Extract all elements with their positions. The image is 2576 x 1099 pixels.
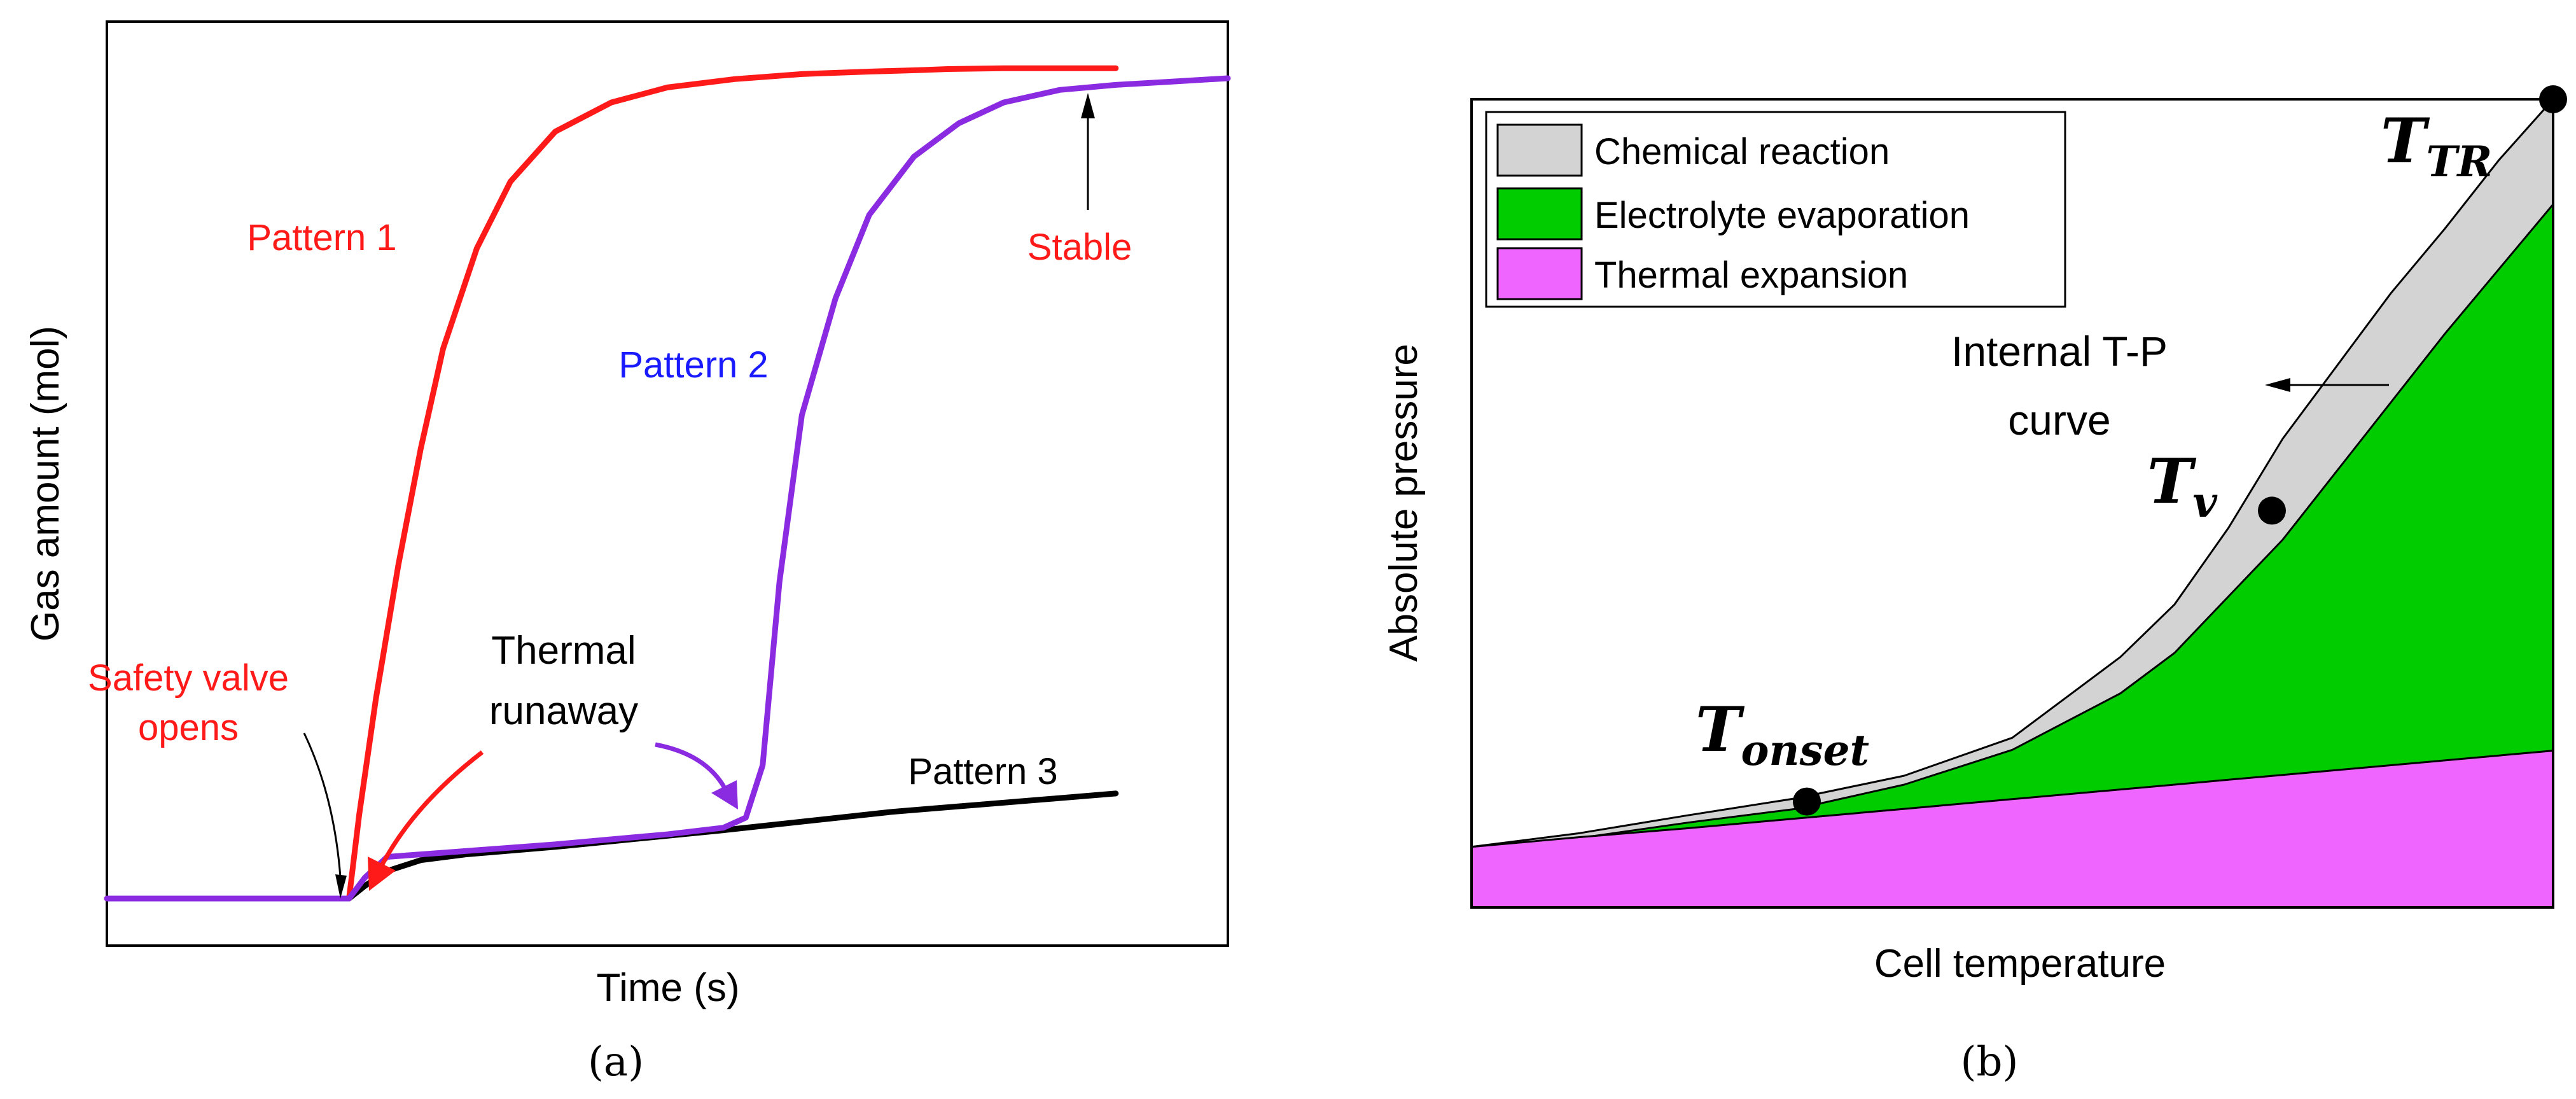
legend-label-thermal: Thermal expansion — [1594, 255, 1908, 296]
panel-a: Pattern 1 Pattern 2 Pattern 3 Stable Saf… — [24, 20, 1231, 1086]
legend: Chemical reaction Electrolyte evaporatio… — [1485, 111, 2066, 308]
pattern-2-label: Pattern 2 — [618, 344, 768, 386]
point-t-tr — [2539, 85, 2567, 113]
panel-a-frame — [106, 20, 1229, 947]
stable-label: Stable — [1027, 227, 1132, 268]
panel-b-points — [1793, 85, 2567, 816]
valve-arrow-head — [335, 874, 347, 899]
panel-b: Chemical reaction Electrolyte evaporatio… — [1382, 85, 2567, 1086]
t-v-label: Tv — [2147, 445, 2217, 527]
runaway-label-line1: Thermal — [491, 629, 636, 673]
runaway-arrow-1-head — [368, 857, 396, 891]
pattern-3-label: Pattern 3 — [908, 751, 1057, 792]
series-line-pattern-2 — [104, 75, 1231, 902]
curve-label-line2: curve — [2008, 396, 2110, 444]
panel-b-caption: (b) — [1961, 1039, 2019, 1086]
point-t-v — [2258, 496, 2286, 525]
point-t-onset — [1793, 787, 1821, 816]
panel-b-frame — [1470, 98, 2554, 909]
curve-label-line1: Internal T-P — [1951, 328, 2168, 375]
legend-label-electrolyte: Electrolyte evaporation — [1594, 195, 1970, 236]
valve-arrow — [303, 732, 342, 878]
area-thermal-expansion — [1470, 750, 2554, 909]
t-onset-label: Tonset — [1695, 694, 1869, 775]
stable-arrow-head — [1081, 93, 1095, 118]
runaway-arrow-2-head — [711, 780, 738, 809]
panel-b-xlabel: Cell temperature — [1874, 942, 2166, 986]
legend-label-chemical: Chemical reaction — [1594, 131, 1890, 172]
runaway-arrow-2 — [655, 742, 728, 790]
panel-a-caption: (a) — [588, 1039, 644, 1086]
panel-a-ylabel: Gas amount (mol) — [24, 326, 67, 641]
runaway-label-line2: runaway — [489, 689, 638, 733]
panel-a-xlabel: Time (s) — [597, 966, 740, 1010]
area-electrolyte-evaporation — [1470, 203, 2554, 909]
legend-box — [1485, 111, 2066, 308]
panel-b-ylabel: Absolute pressure — [1382, 344, 1426, 662]
legend-swatch-chemical — [1496, 123, 1583, 177]
valve-label-line1: Safety valve — [88, 657, 289, 699]
pattern-1-label: Pattern 1 — [247, 217, 396, 258]
runaway-arrow-1 — [379, 750, 484, 867]
series-line-pattern-1 — [104, 65, 1119, 902]
t-tr-label: TTR — [2381, 105, 2492, 186]
curve-arrow-head — [2265, 378, 2290, 392]
panel-b-areas — [1470, 98, 2554, 909]
legend-swatch-thermal — [1496, 247, 1583, 300]
legend-swatch-electrolyte — [1496, 187, 1583, 241]
valve-label-line2: opens — [138, 707, 239, 748]
